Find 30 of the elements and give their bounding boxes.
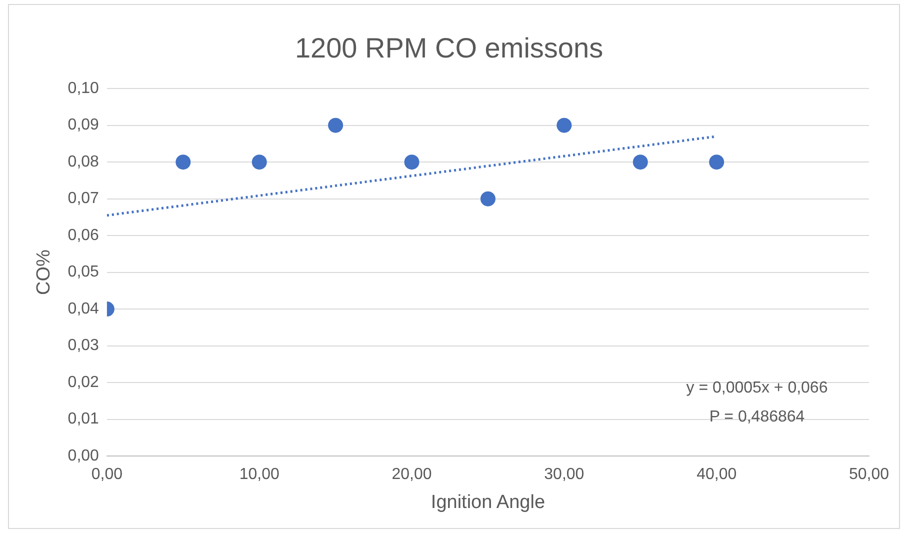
y-tick-label: 0,09 (68, 116, 100, 134)
y-tick-label: 0,10 (68, 80, 100, 98)
x-tick-label: 10,00 (239, 466, 280, 484)
point (709, 154, 724, 170)
y-tick-label: 0,06 (68, 226, 100, 244)
annotation: y = 0,0005x + 0,066 (686, 379, 828, 396)
y-tick-label: 0,03 (68, 337, 100, 354)
point (480, 191, 496, 206)
y-tick-label: 0,08 (68, 153, 100, 170)
annotation: P = 0,486864 (709, 408, 805, 426)
y-tick-label: 0,07 (68, 190, 100, 208)
point (328, 118, 344, 133)
y-axis-title: CO% (34, 250, 55, 296)
y-tick-label: 0,01 (68, 410, 100, 428)
x-tick-label: 30,00 (544, 466, 584, 484)
x-tick-label: 0,00 (91, 466, 123, 484)
x-tick-label: 40,00 (696, 466, 737, 484)
chart-title: 1200 RPM CO emissons (294, 32, 604, 64)
point (404, 154, 420, 170)
point (556, 118, 572, 133)
y-tick-label: 0,04 (68, 300, 100, 318)
x-axis-title: Ignition Angle (430, 492, 546, 513)
point (176, 154, 191, 170)
x-tick-label: 20,00 (392, 466, 432, 484)
point (252, 154, 267, 170)
y-tick-label: 0,00 (68, 447, 100, 464)
x-tick-label: 50,00 (848, 466, 890, 484)
y-tick-label: 0,05 (68, 264, 100, 281)
y-tick-label: 0,02 (68, 374, 100, 391)
point (632, 154, 648, 170)
